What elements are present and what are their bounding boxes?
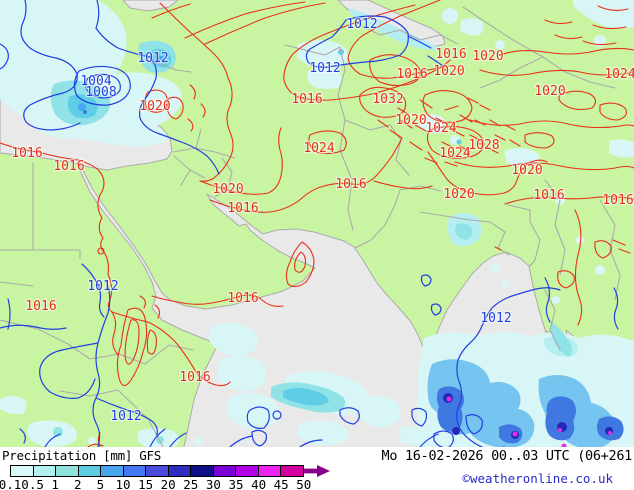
legend-overflow-arrow [304,465,330,477]
legend-tick: 1 [51,477,59,490]
isobar-label: 1012 [480,311,511,326]
isobar-label: 1012 [110,409,141,424]
legend-cell [281,466,303,476]
isobar-label: 1016 [435,47,466,62]
isobar-label: 1016 [53,159,84,174]
isobar-label: 1020 [472,49,503,64]
legend-cell [101,466,124,476]
isobar-label: 1024 [303,141,334,156]
map-area: 1012 1004 1008 1012 1012 1012 1012 1012 1020 1016… [0,0,634,447]
isobar-label: 1020 [212,182,243,197]
legend-cell [191,466,214,476]
isobar-label: 1016 [227,201,258,216]
legend-tick: 50 [296,477,312,490]
isobar-label: 1016 [227,291,258,306]
isobar-label: 1016 [602,193,633,208]
legend-cell [56,466,79,476]
forecast-datetime: Mo 16-02-2026 00..03 UTC (06+261 [381,448,633,464]
isobar-label: 1020 [433,64,464,79]
isobar-label: 1012 [309,61,340,76]
legend-tick: 0.5 [21,477,44,490]
isobar-label: 1012 [87,279,118,294]
isobar-label: 1020 [443,187,474,202]
isobar-label: 1016 [291,92,322,107]
legend-cell [258,466,282,476]
legend-tick: 40 [251,477,267,490]
legend-tick: 5 [96,477,105,490]
legend-cell [123,466,147,476]
legend-tick: 20 [160,477,176,490]
legend-tick: 0.1 [0,477,22,490]
isobar-label: 1008 [85,85,116,100]
isobar-label: 1024 [425,121,456,136]
legend-tick: 2 [74,477,82,490]
isobar-label: 1004 [80,74,111,89]
legend-cell [236,466,259,476]
legend-cell [11,466,34,476]
isobar-label: 1020 [139,99,170,114]
isobar-label: 1012 [346,17,377,32]
isobar-label: 1016 [533,188,564,203]
precip-legend-bar [10,465,304,477]
legend-tick: 10 [115,477,131,490]
legend-cell [146,466,169,476]
isobar-label: 1016 [396,67,427,82]
isobar-label: 1016 [335,177,366,192]
isobars-high-pressure [0,0,634,447]
isobar-label: 1016 [25,299,56,314]
isobar-label: 1028 [468,138,499,153]
isobar-label: 1020 [511,163,542,178]
legend-tick: 25 [183,477,199,490]
isobar-label: 1016 [179,370,210,385]
legend-tick-labels: 0.1 0.5 1 2 5 10 15 20 25 30 35 40 45 50 [0,477,360,490]
legend-cell [168,466,192,476]
legend-tick: 30 [205,477,221,490]
legend-cell [78,466,102,476]
legend-tick: 35 [228,477,244,490]
legend-tick: 45 [273,477,289,490]
isobar-label: 1012 [137,51,168,66]
isobar-label: 1024 [439,146,470,161]
copyright-link[interactable]: ©weatheronline.co.uk [462,471,613,486]
black-sea [122,0,179,12]
legend-cell [213,466,237,476]
isobar-label: 1024 [604,67,634,82]
legend-cell [33,466,57,476]
isobars-low-pressure [0,0,619,447]
isobar-label: 1020 [395,113,426,128]
caption-bar: Precipitation [mm] GFS Mo 16-02-2026 00.… [0,447,634,490]
isobar-label: 1032 [372,92,403,107]
isobar-label: 1016 [11,146,42,161]
legend-tick: 15 [138,477,154,490]
isobar-label: 1020 [534,84,565,99]
map-title: Precipitation [mm] GFS [2,448,161,463]
